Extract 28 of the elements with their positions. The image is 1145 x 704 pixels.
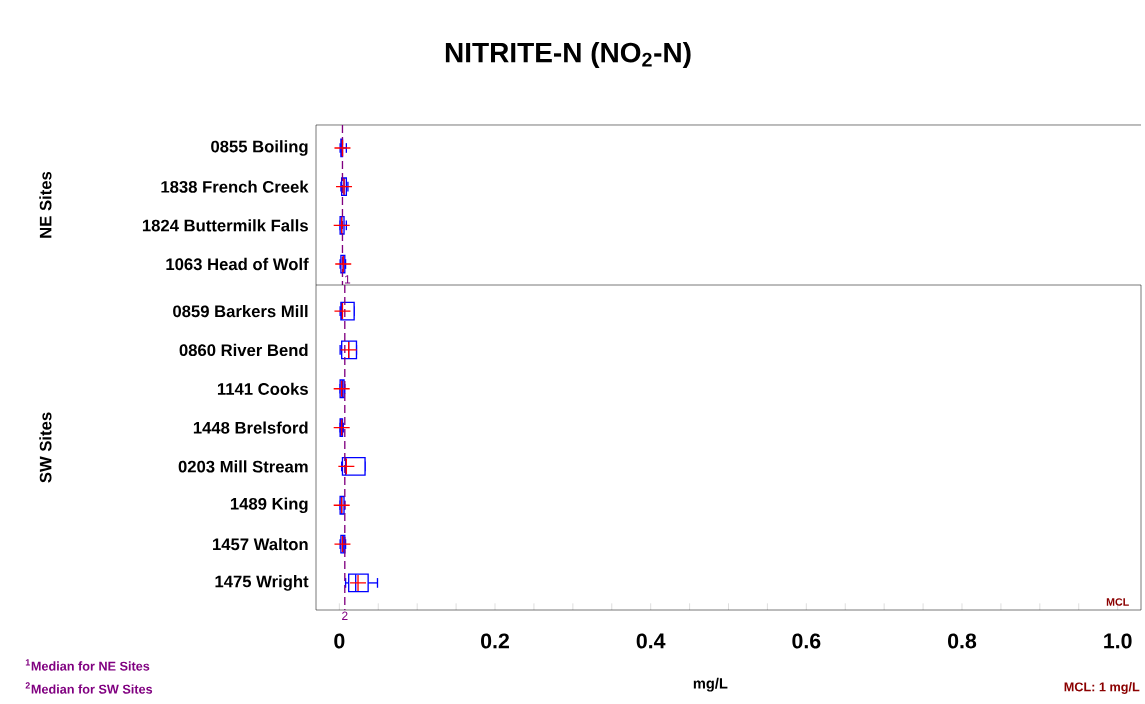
y-tick-label: 1489 King <box>230 497 308 514</box>
y-tick-label: 1457 Walton <box>213 537 308 551</box>
y-tick-label: 0203 Mill Stream <box>178 460 308 473</box>
x-tick-label: 0.8 <box>948 633 977 649</box>
text: $^{2}$Median for SW Sites <box>25 682 153 694</box>
x-tick-label: 0 <box>334 633 345 649</box>
y-tick-label: 0860 River Bend <box>179 343 308 357</box>
y-tick-label: 1475 Wright <box>215 575 309 591</box>
text: 2 <box>342 611 348 620</box>
x-tick-label: 1.0 <box>1104 633 1132 649</box>
annotation: 1 <box>344 275 351 284</box>
y-tick-label: 1448 Brelsford <box>193 421 308 434</box>
x-tick-label: 0.4 <box>636 633 666 649</box>
x-tick-label: 0.6 <box>792 633 821 649</box>
y-tick-label: 1141 Cooks <box>217 382 308 395</box>
text: $^{1}$Median for NE Sites <box>25 659 150 671</box>
x-axis-title: mg/L <box>693 677 728 692</box>
chart-title: NITRITE-N (NO$_{2}$-N) <box>445 41 691 69</box>
y-tick-label: 0859 Barkers Mill <box>173 304 308 318</box>
y-axis-title: NE Sites <box>39 171 52 238</box>
annotation: MCL <box>1106 598 1129 606</box>
y-tick-label: 0855 Boiling <box>211 140 308 156</box>
y-axis-title: SW Sites <box>39 412 52 483</box>
y-tick-label: 1838 French Creek <box>161 180 309 193</box>
y-tick-label: 1824 Buttermilk Falls <box>142 219 308 232</box>
text: MCL: 1 mg/L <box>1064 682 1140 694</box>
x-tick-label: 0.2 <box>481 633 509 649</box>
y-tick-label: 1063 Head of Wolf <box>166 257 309 271</box>
